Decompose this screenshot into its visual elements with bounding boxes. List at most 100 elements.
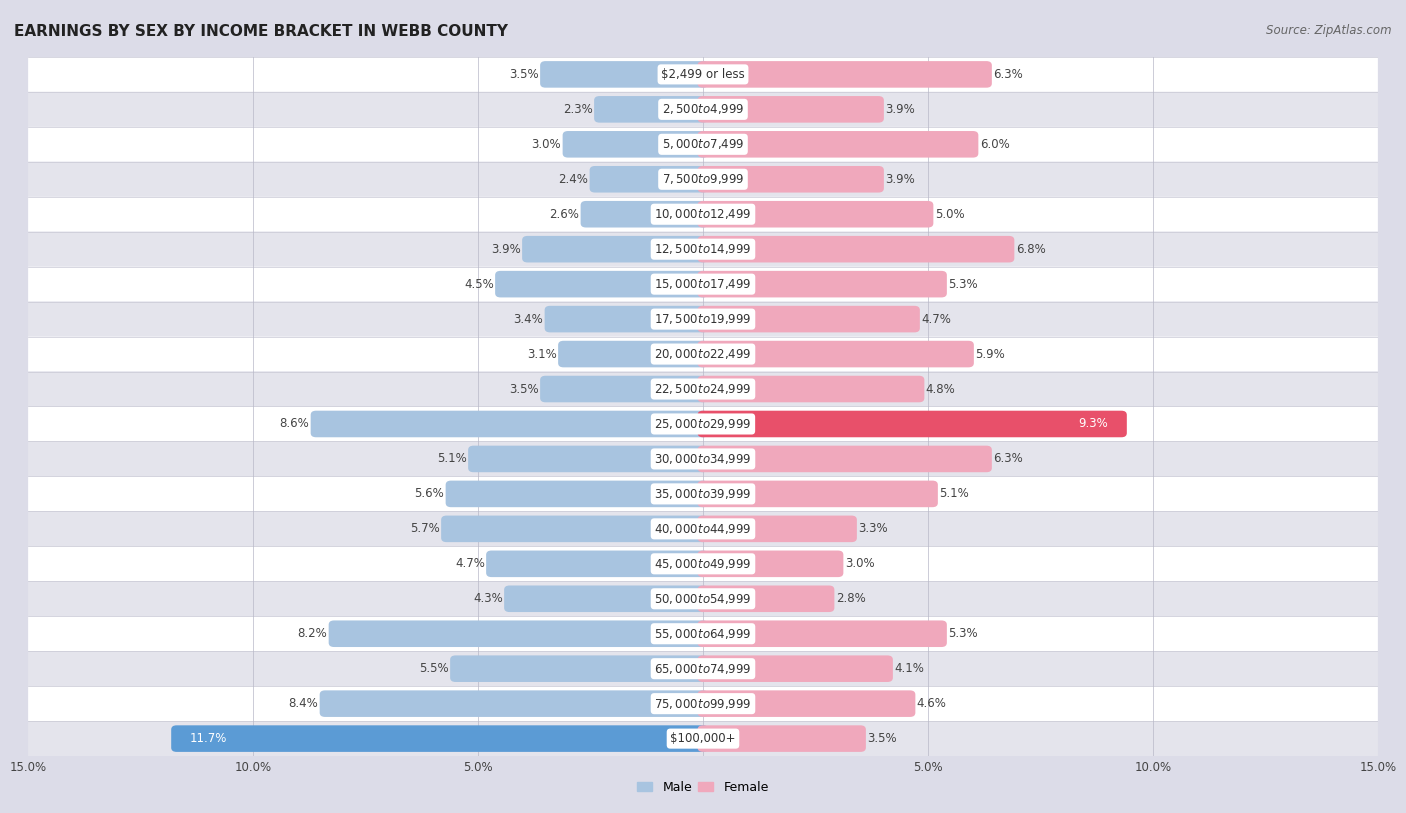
FancyBboxPatch shape <box>697 376 924 402</box>
FancyBboxPatch shape <box>562 131 709 158</box>
FancyBboxPatch shape <box>28 721 1378 756</box>
FancyBboxPatch shape <box>446 480 709 507</box>
Text: 11.7%: 11.7% <box>190 733 228 745</box>
FancyBboxPatch shape <box>697 655 893 682</box>
FancyBboxPatch shape <box>697 411 1126 437</box>
Text: 5.1%: 5.1% <box>437 453 467 465</box>
Text: 5.9%: 5.9% <box>976 348 1005 360</box>
FancyBboxPatch shape <box>697 271 946 298</box>
Text: 3.9%: 3.9% <box>886 173 915 185</box>
FancyBboxPatch shape <box>697 236 1014 263</box>
FancyBboxPatch shape <box>697 690 915 717</box>
Text: $22,500 to $24,999: $22,500 to $24,999 <box>654 382 752 396</box>
Text: 4.1%: 4.1% <box>894 663 924 675</box>
Text: 3.3%: 3.3% <box>858 523 887 535</box>
FancyBboxPatch shape <box>505 585 709 612</box>
Text: 4.8%: 4.8% <box>925 383 956 395</box>
Text: $20,000 to $22,499: $20,000 to $22,499 <box>654 347 752 361</box>
FancyBboxPatch shape <box>697 201 934 228</box>
Text: EARNINGS BY SEX BY INCOME BRACKET IN WEBB COUNTY: EARNINGS BY SEX BY INCOME BRACKET IN WEB… <box>14 24 508 39</box>
Text: 5.3%: 5.3% <box>948 278 977 290</box>
FancyBboxPatch shape <box>697 96 884 123</box>
Text: Source: ZipAtlas.com: Source: ZipAtlas.com <box>1267 24 1392 37</box>
Text: 2.8%: 2.8% <box>835 593 866 605</box>
Text: 5.7%: 5.7% <box>411 523 440 535</box>
FancyBboxPatch shape <box>28 441 1378 476</box>
Text: $75,000 to $99,999: $75,000 to $99,999 <box>654 697 752 711</box>
FancyBboxPatch shape <box>28 581 1378 616</box>
Text: $35,000 to $39,999: $35,000 to $39,999 <box>654 487 752 501</box>
Text: $12,500 to $14,999: $12,500 to $14,999 <box>654 242 752 256</box>
Text: 3.4%: 3.4% <box>513 313 543 325</box>
FancyBboxPatch shape <box>28 127 1378 162</box>
FancyBboxPatch shape <box>697 341 974 367</box>
FancyBboxPatch shape <box>28 686 1378 721</box>
FancyBboxPatch shape <box>28 162 1378 197</box>
Text: $45,000 to $49,999: $45,000 to $49,999 <box>654 557 752 571</box>
Text: 3.0%: 3.0% <box>531 138 561 150</box>
FancyBboxPatch shape <box>697 306 920 333</box>
Text: 3.9%: 3.9% <box>491 243 520 255</box>
Text: 8.6%: 8.6% <box>280 418 309 430</box>
Text: $40,000 to $44,999: $40,000 to $44,999 <box>654 522 752 536</box>
FancyBboxPatch shape <box>697 515 856 542</box>
FancyBboxPatch shape <box>486 550 709 577</box>
FancyBboxPatch shape <box>697 131 979 158</box>
FancyBboxPatch shape <box>28 232 1378 267</box>
FancyBboxPatch shape <box>495 271 709 298</box>
FancyBboxPatch shape <box>28 337 1378 372</box>
Text: $5,000 to $7,499: $5,000 to $7,499 <box>662 137 744 151</box>
FancyBboxPatch shape <box>28 57 1378 92</box>
FancyBboxPatch shape <box>697 166 884 193</box>
Text: 2.3%: 2.3% <box>562 103 593 115</box>
FancyBboxPatch shape <box>697 585 834 612</box>
Text: 5.5%: 5.5% <box>419 663 449 675</box>
FancyBboxPatch shape <box>28 197 1378 232</box>
FancyBboxPatch shape <box>697 480 938 507</box>
Legend: Male, Female: Male, Female <box>633 776 773 799</box>
Text: $2,499 or less: $2,499 or less <box>661 68 745 80</box>
FancyBboxPatch shape <box>697 620 946 647</box>
FancyBboxPatch shape <box>441 515 709 542</box>
Text: 3.5%: 3.5% <box>868 733 897 745</box>
Text: $65,000 to $74,999: $65,000 to $74,999 <box>654 662 752 676</box>
FancyBboxPatch shape <box>697 61 991 88</box>
FancyBboxPatch shape <box>589 166 709 193</box>
FancyBboxPatch shape <box>28 267 1378 302</box>
Text: 3.5%: 3.5% <box>509 383 538 395</box>
Text: 5.6%: 5.6% <box>415 488 444 500</box>
Text: 5.1%: 5.1% <box>939 488 969 500</box>
Text: 5.0%: 5.0% <box>935 208 965 220</box>
Text: 6.8%: 6.8% <box>1015 243 1046 255</box>
FancyBboxPatch shape <box>522 236 709 263</box>
Text: 4.7%: 4.7% <box>921 313 950 325</box>
FancyBboxPatch shape <box>28 302 1378 337</box>
Text: $50,000 to $54,999: $50,000 to $54,999 <box>654 592 752 606</box>
Text: 3.1%: 3.1% <box>527 348 557 360</box>
Text: 8.2%: 8.2% <box>298 628 328 640</box>
FancyBboxPatch shape <box>28 372 1378 406</box>
Text: $100,000+: $100,000+ <box>671 733 735 745</box>
FancyBboxPatch shape <box>28 651 1378 686</box>
FancyBboxPatch shape <box>28 546 1378 581</box>
FancyBboxPatch shape <box>697 550 844 577</box>
FancyBboxPatch shape <box>311 411 709 437</box>
Text: $25,000 to $29,999: $25,000 to $29,999 <box>654 417 752 431</box>
FancyBboxPatch shape <box>28 476 1378 511</box>
Text: $15,000 to $17,499: $15,000 to $17,499 <box>654 277 752 291</box>
FancyBboxPatch shape <box>28 92 1378 127</box>
FancyBboxPatch shape <box>172 725 709 752</box>
Text: $30,000 to $34,999: $30,000 to $34,999 <box>654 452 752 466</box>
Text: 3.5%: 3.5% <box>509 68 538 80</box>
FancyBboxPatch shape <box>595 96 709 123</box>
FancyBboxPatch shape <box>450 655 709 682</box>
Text: 4.7%: 4.7% <box>456 558 485 570</box>
Text: 9.3%: 9.3% <box>1078 418 1108 430</box>
Text: 4.3%: 4.3% <box>472 593 503 605</box>
FancyBboxPatch shape <box>697 446 991 472</box>
Text: 6.3%: 6.3% <box>993 453 1024 465</box>
FancyBboxPatch shape <box>697 725 866 752</box>
FancyBboxPatch shape <box>28 406 1378 441</box>
FancyBboxPatch shape <box>540 61 709 88</box>
Text: 5.3%: 5.3% <box>948 628 977 640</box>
